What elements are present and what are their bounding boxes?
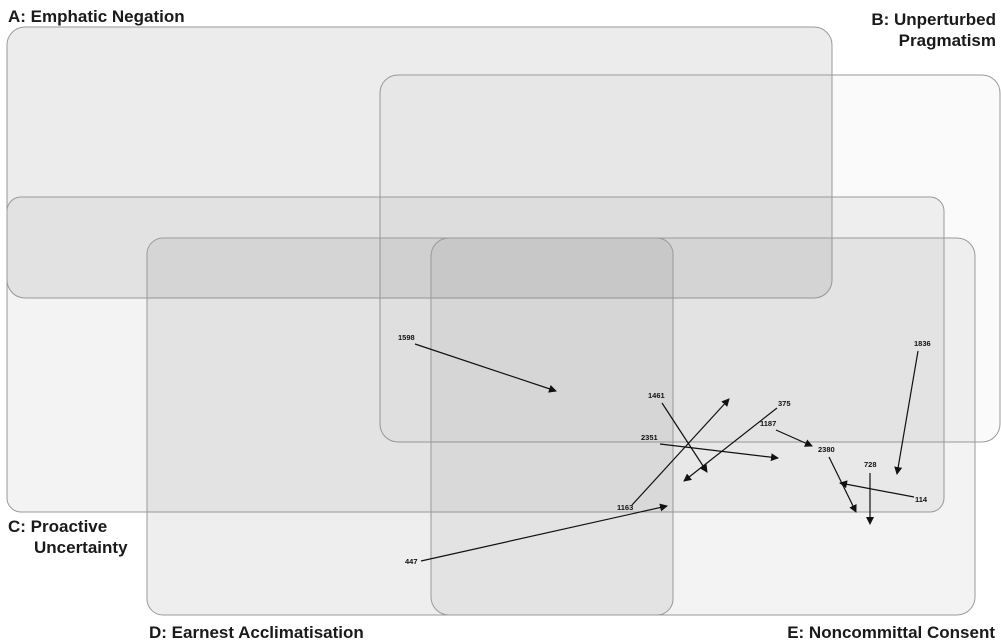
arrow-label-1836: 1836 bbox=[914, 339, 931, 348]
region-a bbox=[6, 26, 833, 299]
arrow-1598 bbox=[414, 343, 557, 393]
arrow-1187 bbox=[775, 429, 813, 447]
set-regions bbox=[6, 26, 1001, 616]
arrow-label-1598: 1598 bbox=[398, 333, 415, 342]
arrow-447 bbox=[420, 503, 668, 562]
arrow-label-2380: 2380 bbox=[818, 445, 835, 454]
arrow-label-2351: 2351 bbox=[641, 433, 658, 442]
arrow-layer: 1598 1836 1461 375 1187 2351 2380 728 114 1163 447 bbox=[398, 333, 931, 566]
set-c-label: C: Proactive Uncertainty bbox=[8, 516, 128, 558]
arrow-1836 bbox=[894, 350, 919, 475]
arrow-label-375: 375 bbox=[778, 399, 791, 408]
arrow-label-1461: 1461 bbox=[648, 391, 665, 400]
arrow-114 bbox=[839, 480, 915, 498]
set-b-label-line1: B: Unperturbed bbox=[871, 10, 996, 29]
set-c-label-line2: Uncertainty bbox=[34, 538, 128, 557]
set-b-label: B: Unperturbed Pragmatism bbox=[871, 9, 996, 51]
arrow-1461 bbox=[661, 402, 708, 473]
set-d-label: D: Earnest Acclimatisation bbox=[149, 623, 364, 642]
set-e-label: E: Noncommittal Consent bbox=[787, 623, 995, 642]
region-d bbox=[146, 237, 674, 616]
arrow-1163 bbox=[631, 398, 730, 506]
arrow-label-114: 114 bbox=[915, 495, 928, 504]
arrow-label-1187: 1187 bbox=[760, 419, 776, 428]
set-b-label-line2: Pragmatism bbox=[898, 31, 996, 50]
region-e bbox=[430, 237, 976, 616]
set-c-label-line1: C: Proactive bbox=[8, 517, 108, 536]
arrow-2351 bbox=[659, 443, 779, 462]
arrow-375 bbox=[683, 407, 778, 482]
region-c bbox=[6, 196, 945, 513]
arrow-label-728: 728 bbox=[864, 460, 877, 469]
arrow-label-447: 447 bbox=[405, 557, 418, 566]
set-a-label: A: Emphatic Negation bbox=[8, 7, 185, 26]
arrow-label-1163: 1163 bbox=[617, 503, 633, 512]
